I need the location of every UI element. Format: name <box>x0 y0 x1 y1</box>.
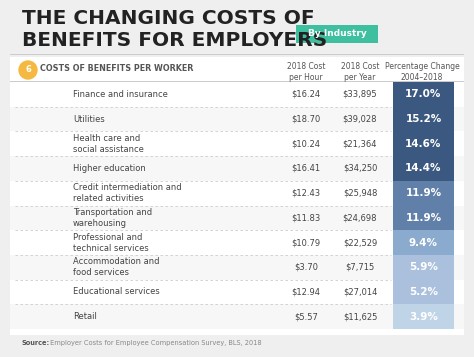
Text: Health care and
social assistance: Health care and social assistance <box>73 134 144 154</box>
Bar <box>10 206 464 230</box>
Bar <box>393 280 454 304</box>
Text: $22,529: $22,529 <box>343 238 377 247</box>
Text: $18.70: $18.70 <box>292 115 320 124</box>
Text: COSTS OF BENEFITS PER WORKER: COSTS OF BENEFITS PER WORKER <box>40 64 193 73</box>
Bar <box>296 25 378 43</box>
Bar <box>393 304 454 329</box>
Bar <box>10 156 464 181</box>
Bar <box>393 181 454 206</box>
Text: $10.79: $10.79 <box>292 238 320 247</box>
Bar <box>10 81 464 82</box>
Text: $33,895: $33,895 <box>343 90 377 99</box>
Bar <box>10 230 464 255</box>
Text: 2018 Cost
per Year: 2018 Cost per Year <box>341 62 379 82</box>
Bar <box>393 255 454 280</box>
Text: Finance and insurance: Finance and insurance <box>73 90 168 99</box>
Text: Accommodation and
food services: Accommodation and food services <box>73 257 159 277</box>
Text: 5.9%: 5.9% <box>409 262 438 272</box>
Text: BENEFITS FOR EMPLOYERS: BENEFITS FOR EMPLOYERS <box>22 31 327 50</box>
Text: Percentage Change
2004–2018: Percentage Change 2004–2018 <box>384 62 459 82</box>
Bar <box>10 82 464 107</box>
Text: $11.83: $11.83 <box>292 213 320 222</box>
Text: $16.24: $16.24 <box>292 90 320 99</box>
Text: $12.94: $12.94 <box>292 287 320 296</box>
Bar <box>393 107 454 131</box>
Bar <box>393 156 454 181</box>
Text: Transportation and
warehousing: Transportation and warehousing <box>73 208 152 228</box>
Text: By Industry: By Industry <box>308 30 366 39</box>
Text: $7,715: $7,715 <box>346 263 374 272</box>
Text: Professional and
technical services: Professional and technical services <box>73 232 149 253</box>
Text: $10.24: $10.24 <box>292 139 320 148</box>
Bar <box>10 57 464 335</box>
Text: 17.0%: 17.0% <box>405 89 442 99</box>
Bar <box>10 280 464 304</box>
Text: $27,014: $27,014 <box>343 287 377 296</box>
Bar <box>10 255 464 280</box>
Text: Utilities: Utilities <box>73 115 105 124</box>
Bar <box>393 131 454 156</box>
Bar <box>10 304 464 329</box>
Text: 11.9%: 11.9% <box>405 188 442 198</box>
Text: $21,364: $21,364 <box>343 139 377 148</box>
Text: 11.9%: 11.9% <box>405 213 442 223</box>
Circle shape <box>19 61 37 79</box>
Text: Credit intermediation and
related activities: Credit intermediation and related activi… <box>73 183 182 203</box>
Bar <box>10 131 464 156</box>
Bar <box>393 230 454 255</box>
Text: $5.57: $5.57 <box>294 312 318 321</box>
Text: $16.41: $16.41 <box>292 164 320 173</box>
Text: 15.2%: 15.2% <box>405 114 442 124</box>
Text: $34,250: $34,250 <box>343 164 377 173</box>
Text: $11,625: $11,625 <box>343 312 377 321</box>
Text: $24,698: $24,698 <box>343 213 377 222</box>
Text: 14.6%: 14.6% <box>405 139 442 149</box>
Bar <box>10 107 464 131</box>
Text: 5.2%: 5.2% <box>409 287 438 297</box>
Text: 9.4%: 9.4% <box>409 237 438 247</box>
Text: Employer Costs for Employee Compensation Survey, BLS, 2018: Employer Costs for Employee Compensation… <box>48 340 262 346</box>
Text: $25,948: $25,948 <box>343 188 377 198</box>
Text: $39,028: $39,028 <box>343 115 377 124</box>
Text: 6: 6 <box>25 65 31 75</box>
Text: THE CHANGING COSTS OF: THE CHANGING COSTS OF <box>22 9 315 28</box>
Bar <box>10 54 464 55</box>
Text: Retail: Retail <box>73 312 97 321</box>
Text: $12.43: $12.43 <box>292 188 320 198</box>
Text: $3.70: $3.70 <box>294 263 318 272</box>
Text: 3.9%: 3.9% <box>409 312 438 322</box>
Text: Educational services: Educational services <box>73 287 160 296</box>
Text: Higher education: Higher education <box>73 164 146 173</box>
Bar <box>393 206 454 230</box>
Text: Source:: Source: <box>22 340 50 346</box>
Text: 2018 Cost
per Hour: 2018 Cost per Hour <box>287 62 325 82</box>
Bar <box>10 181 464 206</box>
Bar <box>393 82 454 107</box>
Text: 14.4%: 14.4% <box>405 164 442 174</box>
